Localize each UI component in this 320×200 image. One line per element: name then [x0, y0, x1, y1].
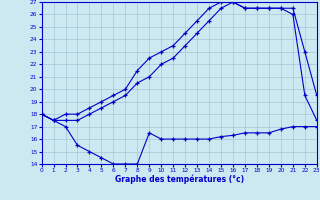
- X-axis label: Graphe des températures (°c): Graphe des températures (°c): [115, 175, 244, 184]
